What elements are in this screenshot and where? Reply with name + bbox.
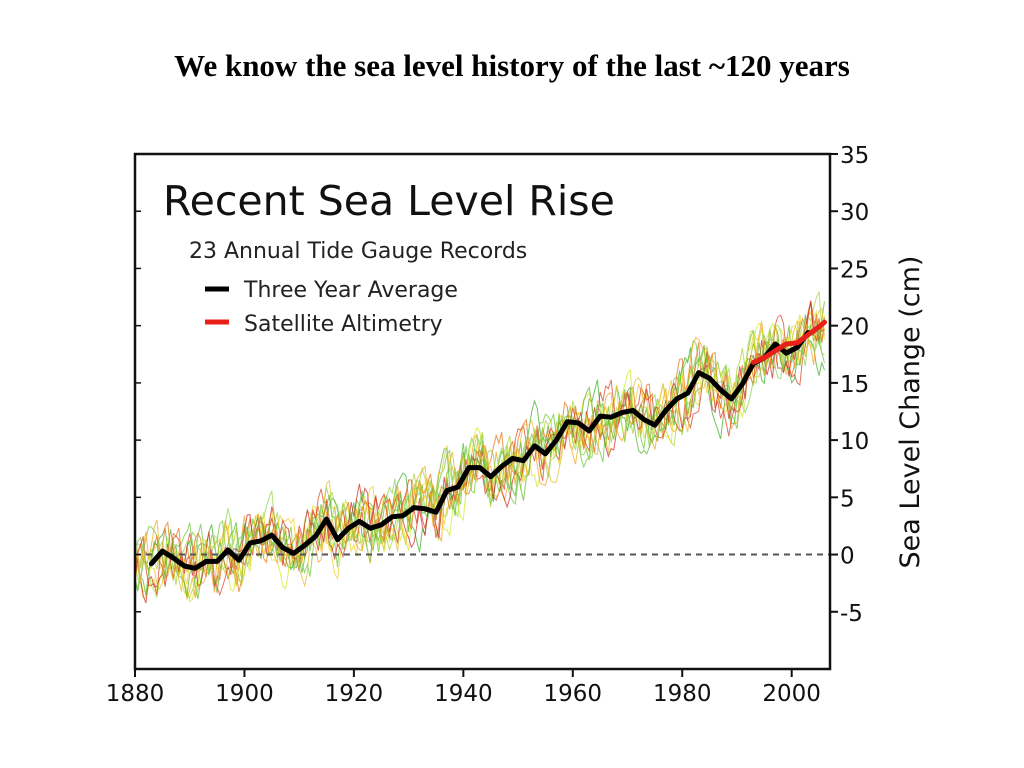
y-axis-label: Sea Level Change (cm) xyxy=(895,256,926,569)
y-axis: 35 30 25 20 15 10 5 0 -5 xyxy=(135,143,869,627)
x-tick-label: 1940 xyxy=(434,681,493,707)
y-tick-label: -5 xyxy=(840,601,863,627)
x-tick-label: 1960 xyxy=(544,681,603,707)
y-tick-label: 5 xyxy=(840,486,855,512)
x-tick-label: 1900 xyxy=(215,681,274,707)
plot-frame xyxy=(133,152,832,671)
tide-gauge-trace xyxy=(135,329,825,591)
average-series-layer xyxy=(148,319,827,571)
x-tick-label: 1920 xyxy=(325,681,384,707)
x-tick-label: 1980 xyxy=(653,681,712,707)
x-tick-label: 1880 xyxy=(106,681,165,707)
y-tick-label: 25 xyxy=(840,257,869,283)
slide-title: We know the sea level history of the las… xyxy=(174,48,850,83)
y-tick-label: 0 xyxy=(840,544,855,570)
x-axis: 1880 1900 1920 1940 1960 1980 2000 xyxy=(106,669,821,707)
y-tick-label: 30 xyxy=(840,200,869,226)
y-tick-label: 10 xyxy=(840,429,869,455)
legend: Three Year Average Satellite Altimetry xyxy=(205,278,458,337)
tide-gauge-trace xyxy=(135,306,825,592)
legend-label-average: Three Year Average xyxy=(243,278,458,303)
y-tick-label: 35 xyxy=(840,143,869,169)
x-tick-label: 2000 xyxy=(762,681,821,707)
three-year-average-line xyxy=(148,330,811,571)
y-tick-label: 20 xyxy=(840,315,869,341)
satellite-altimetry-line xyxy=(750,319,827,365)
chart-title: Recent Sea Level Rise xyxy=(163,177,615,225)
y-tick-label: 15 xyxy=(840,372,869,398)
chart-subtitle: 23 Annual Tide Gauge Records xyxy=(189,239,527,264)
legend-label-satellite: Satellite Altimetry xyxy=(244,312,443,337)
